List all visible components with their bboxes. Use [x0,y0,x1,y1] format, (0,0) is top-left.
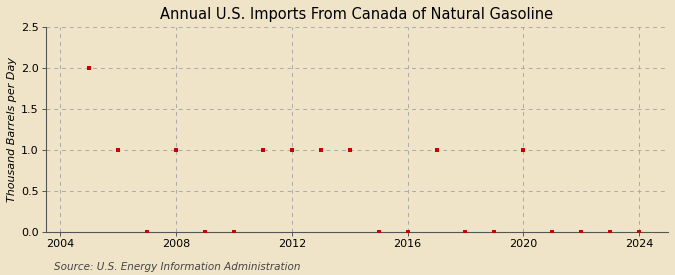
Point [315,148,326,152]
Point [373,230,384,234]
Point [402,230,413,234]
Text: Source: U.S. Energy Information Administration: Source: U.S. Energy Information Administ… [54,262,300,272]
Point [171,148,182,152]
Y-axis label: Thousand Barrels per Day: Thousand Barrels per Day [7,57,17,202]
Point [605,230,616,234]
Point [431,148,442,152]
Point [229,230,240,234]
Point [460,230,471,234]
Point [344,148,355,152]
Point [142,230,153,234]
Point [286,148,297,152]
Point [113,148,124,152]
Point [576,230,587,234]
Title: Annual U.S. Imports From Canada of Natural Gasoline: Annual U.S. Imports From Canada of Natur… [161,7,554,22]
Point [84,66,95,70]
Point [489,230,500,234]
Point [257,148,268,152]
Point [634,230,645,234]
Point [518,148,529,152]
Point [200,230,211,234]
Point [547,230,558,234]
